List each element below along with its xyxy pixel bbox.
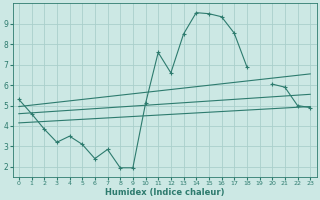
- X-axis label: Humidex (Indice chaleur): Humidex (Indice chaleur): [105, 188, 224, 197]
